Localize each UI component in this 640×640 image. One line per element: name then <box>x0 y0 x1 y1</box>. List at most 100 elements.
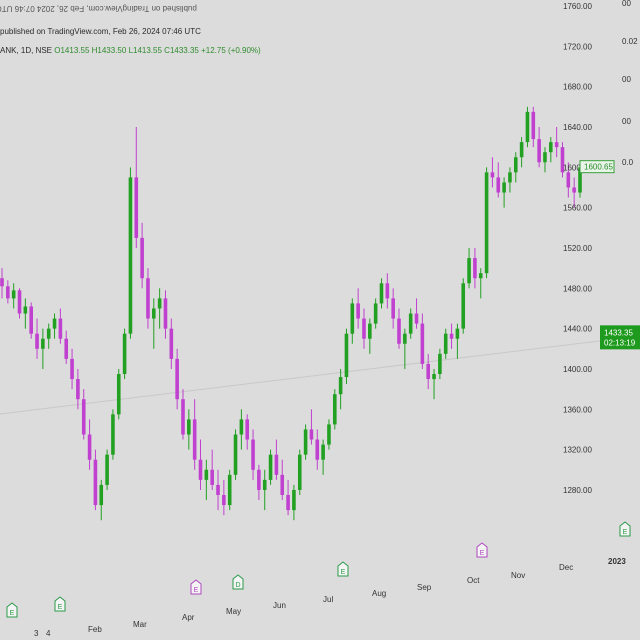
event-marker[interactable]: E <box>619 521 631 537</box>
candle-body <box>87 434 92 460</box>
candle <box>23 298 28 329</box>
candle <box>350 298 355 344</box>
candle-body <box>525 111 530 143</box>
x-tick-label: Sep <box>417 583 432 592</box>
candle-body <box>163 298 168 329</box>
candle <box>181 389 185 440</box>
candle <box>210 449 214 490</box>
x-tick-label: 4 <box>46 629 51 638</box>
candle-body <box>286 495 290 511</box>
candle <box>525 106 530 148</box>
candle-body <box>461 283 466 329</box>
candle <box>198 439 203 490</box>
candle-body <box>338 377 343 395</box>
candles <box>0 106 582 521</box>
candle <box>163 290 168 339</box>
candle <box>490 157 495 188</box>
candle <box>64 330 69 364</box>
candle-body <box>327 424 331 445</box>
candle-body <box>519 142 524 158</box>
candle-body <box>297 454 302 490</box>
candle <box>216 469 220 511</box>
event-badge-shape <box>190 579 202 595</box>
candle-body <box>350 303 355 334</box>
candle-body <box>70 358 74 380</box>
candle <box>455 323 460 359</box>
candle <box>35 318 39 359</box>
event-badge-shape <box>619 521 631 537</box>
candle-body <box>508 172 512 183</box>
candle <box>309 409 314 445</box>
candle <box>344 328 349 385</box>
candle <box>192 399 197 470</box>
candle <box>11 283 16 309</box>
right-partial-labels: 00 0.02 00 00 0.0 <box>622 0 638 167</box>
candle <box>286 479 290 516</box>
y-tick-label: 1600.00 <box>563 163 592 172</box>
candle-body <box>303 429 308 455</box>
candle <box>397 308 401 349</box>
partial-axis-label: 00 <box>622 117 631 126</box>
event-marker[interactable]: E <box>54 596 66 612</box>
partial-axis-label: 00 <box>622 75 631 84</box>
candle <box>554 126 559 158</box>
candle-body <box>408 313 413 334</box>
candle <box>385 273 390 309</box>
candle-body <box>23 306 28 314</box>
candle-body <box>128 177 133 334</box>
candle-body <box>64 338 69 359</box>
y-tick-label: 1320.00 <box>563 446 592 455</box>
partial-axis-label: 00 <box>622 0 631 8</box>
y-tick-label: 1400.00 <box>563 365 592 374</box>
event-letter: E <box>194 587 199 594</box>
candle-body <box>432 374 436 380</box>
candle-body <box>560 147 565 173</box>
y-tick-label: 1560.00 <box>563 204 592 213</box>
candle-body <box>578 167 582 193</box>
candle-body <box>239 419 244 435</box>
published-line: published on TradingView.com, Feb 26, 20… <box>0 27 201 36</box>
event-badge-shape <box>476 542 488 558</box>
price-badge-value: 1600.65 <box>584 163 613 172</box>
candle-body <box>46 328 51 339</box>
candle-body <box>467 258 471 284</box>
y-tick-label: 1760.00 <box>563 2 592 11</box>
x-tick-label: Mar <box>133 620 147 629</box>
event-marker[interactable]: E <box>337 561 349 577</box>
candle <box>438 348 442 380</box>
candle <box>368 318 372 354</box>
event-marker[interactable]: E <box>6 602 18 618</box>
candle-body <box>216 484 220 496</box>
candle-body <box>379 283 384 304</box>
candle-body <box>35 333 39 349</box>
candle-body <box>268 454 273 480</box>
y-tick-label: 1440.00 <box>563 325 592 334</box>
event-marker[interactable]: E <box>476 542 488 558</box>
candle-body <box>210 469 214 485</box>
candle-body <box>513 157 518 173</box>
candle-body <box>356 303 360 319</box>
candle-body <box>29 306 33 334</box>
x-tick-label: Dec <box>559 563 573 572</box>
event-letter: E <box>10 610 15 617</box>
candle <box>233 429 238 480</box>
candle-body <box>549 142 553 153</box>
candle <box>99 479 104 521</box>
candle-body <box>157 298 162 309</box>
candle-body <box>502 182 506 193</box>
candle <box>87 419 92 470</box>
event-marker[interactable]: E <box>190 579 202 595</box>
candle-body <box>181 399 185 435</box>
candle-body <box>251 439 255 470</box>
event-markers: E E E D E E E <box>6 521 631 618</box>
candle <box>373 298 378 329</box>
candle-body <box>373 303 378 324</box>
candle <box>81 389 86 440</box>
candle-body <box>76 379 80 400</box>
candle <box>513 152 518 183</box>
event-letter: D <box>235 582 240 589</box>
event-marker[interactable]: D <box>232 574 244 590</box>
candle <box>134 126 139 248</box>
candle <box>391 288 395 329</box>
